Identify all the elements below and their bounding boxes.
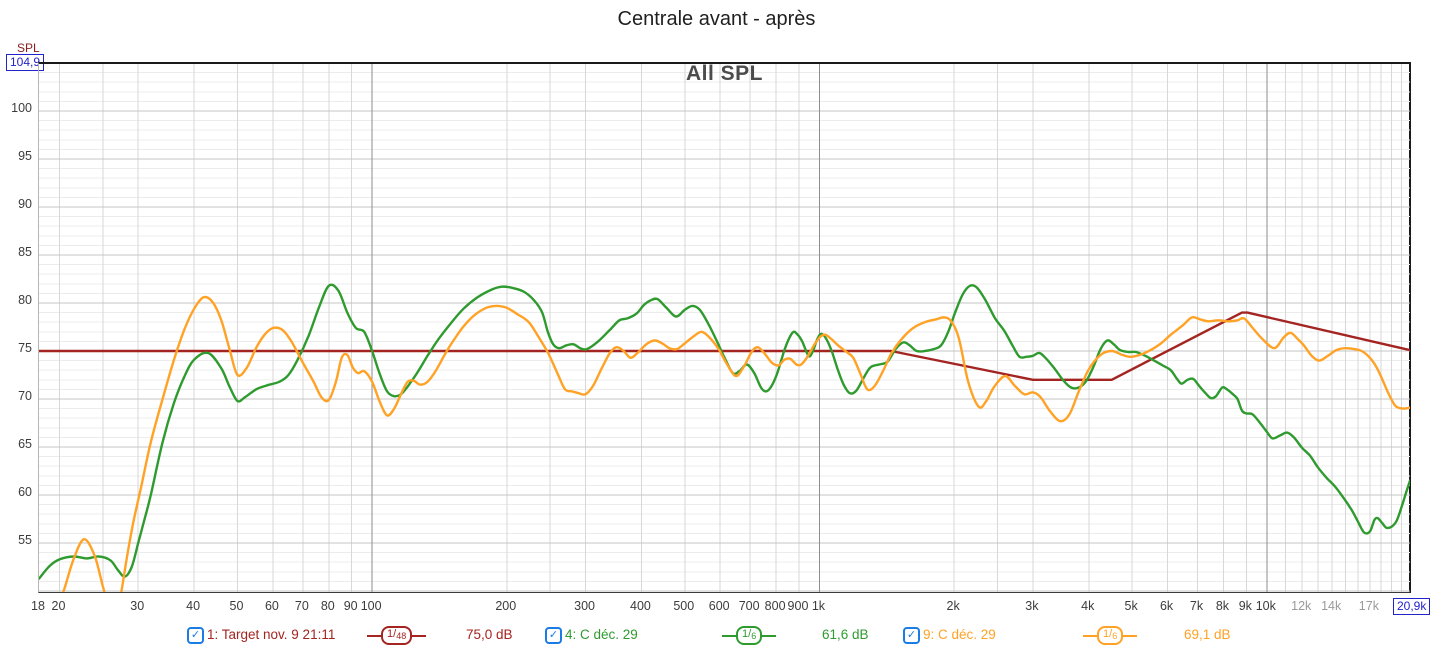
x-tick-label: 2k: [946, 599, 960, 613]
x-tick-label: 18: [31, 599, 45, 613]
trace-line-sample: [1083, 634, 1097, 637]
legend-smoothing-meas4: 1/6: [722, 626, 777, 645]
x-tick-label: 1k: [811, 599, 826, 613]
trace-line-sample: [762, 634, 777, 637]
trace-line-sample: [367, 634, 381, 637]
x-tick-label: 8k: [1215, 599, 1230, 613]
x-tick-label: 70: [294, 599, 309, 613]
page-title: Centrale avant - après: [617, 8, 816, 30]
trace-measurement-3: [62, 295, 1410, 592]
legend-value-meas9: 69,1 dB: [1184, 627, 1231, 642]
check-icon: ✓: [190, 629, 201, 641]
x-tick-label: 14k: [1321, 599, 1342, 613]
x-axis-max-field[interactable]: 20,9k: [1393, 598, 1431, 615]
x-tick-label: 700: [738, 599, 760, 613]
x-tick-label: 90: [343, 599, 358, 613]
y-tick-label: 70: [18, 389, 32, 404]
x-tick-label: 17k: [1358, 599, 1379, 613]
trace-target: [39, 311, 1410, 381]
legend-smoothing-target: 1/48: [367, 626, 427, 645]
y-tick-label: 55: [18, 533, 32, 548]
y-axis-name: SPL: [17, 41, 40, 55]
spl-chart: [39, 64, 1410, 592]
x-tick-label: 12k: [1291, 599, 1312, 613]
x-tick-label: 80: [320, 599, 335, 613]
y-tick-label: 100: [11, 101, 32, 116]
trace-line-sample: [1123, 634, 1138, 637]
x-tick-label: 20: [51, 599, 66, 613]
trace-measurement-2: [39, 283, 1410, 580]
legend-label-meas4[interactable]: 4: C déc. 29: [565, 627, 638, 642]
x-tick-label: 900: [787, 599, 809, 613]
x-tick-label: 6k: [1159, 599, 1174, 613]
x-tick-label: 300: [574, 599, 595, 613]
check-icon: ✓: [906, 629, 917, 641]
x-tick-label: 60: [264, 599, 279, 613]
x-tick-label: 9k: [1238, 599, 1252, 613]
y-tick-label: 65: [18, 437, 32, 452]
x-tick-label: 3k: [1025, 599, 1039, 613]
x-tick-label: 5k: [1124, 599, 1138, 613]
trace-line-sample: [722, 634, 736, 637]
legend-label-target[interactable]: 1: Target nov. 9 21:11: [207, 627, 336, 642]
plot-area[interactable]: [38, 62, 1411, 593]
smoothing-badge: 1/48: [381, 626, 413, 645]
y-tick-label: 90: [18, 197, 32, 212]
check-icon: ✓: [548, 629, 559, 641]
x-tick-label: 50: [229, 599, 244, 613]
x-tick-label: 10k: [1255, 599, 1276, 613]
x-tick-label: 400: [630, 599, 651, 613]
legend-label-meas9[interactable]: 9: C déc. 29: [923, 627, 996, 642]
legend-checkbox-meas9[interactable]: ✓: [903, 627, 920, 644]
x-tick-label: 600: [708, 599, 730, 613]
y-tick-label: 95: [18, 149, 32, 164]
x-tick-label: 40: [186, 599, 201, 613]
legend-checkbox-target[interactable]: ✓: [187, 627, 204, 644]
x-tick-label: 4k: [1081, 599, 1095, 613]
trace-line-sample: [412, 634, 427, 637]
legend-value-target: 75,0 dB: [466, 627, 513, 642]
smoothing-badge: 1/6: [736, 626, 763, 645]
x-tick-label: 200: [495, 599, 517, 613]
x-tick-label: 7k: [1189, 599, 1204, 613]
x-tick-label: 800: [764, 599, 786, 613]
x-tick-label: 30: [130, 599, 145, 613]
x-tick-label: 100: [360, 599, 382, 613]
chart-subtitle: All SPL: [685, 62, 763, 85]
legend-smoothing-meas9: 1/6: [1083, 626, 1138, 645]
smoothing-badge: 1/6: [1097, 626, 1124, 645]
x-tick-label: 500: [673, 599, 695, 613]
legend-value-meas4: 61,6 dB: [822, 627, 869, 642]
y-tick-label: 60: [18, 485, 32, 500]
y-tick-label: 75: [18, 341, 32, 356]
y-tick-label: 80: [18, 293, 32, 308]
y-tick-label: 85: [18, 245, 32, 260]
legend-checkbox-meas4[interactable]: ✓: [545, 627, 562, 644]
